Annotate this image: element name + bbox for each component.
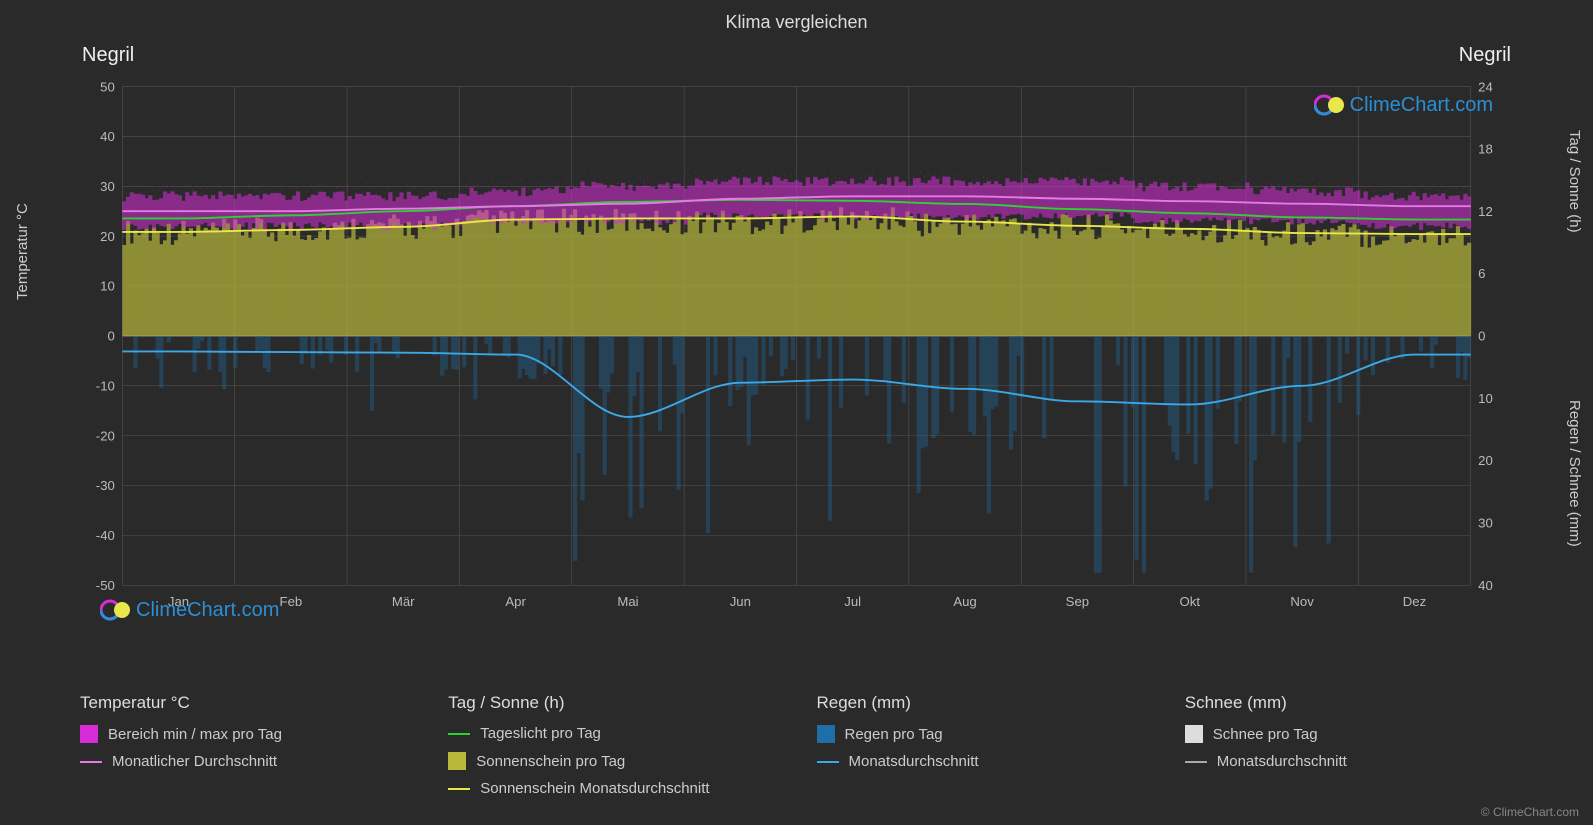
legend-heading-rain: Regen (mm) <box>817 693 1145 713</box>
svg-text:12: 12 <box>1478 204 1493 219</box>
legend-col-rain: Regen (mm) Regen pro Tag Monatsdurchschn… <box>817 693 1145 807</box>
svg-text:20: 20 <box>100 229 115 244</box>
legend-item-temp-avg: Monatlicher Durchschnitt <box>80 753 408 770</box>
legend-label: Monatlicher Durchschnitt <box>112 753 277 770</box>
svg-text:0: 0 <box>1478 329 1485 344</box>
legend-item-rain-avg: Monatsdurchschnitt <box>817 753 1145 770</box>
svg-text:-40: -40 <box>96 528 115 543</box>
legend-label: Regen pro Tag <box>845 726 943 743</box>
svg-text:18: 18 <box>1478 142 1493 157</box>
legend-col-snow: Schnee (mm) Schnee pro Tag Monatsdurchsc… <box>1185 693 1513 807</box>
logo-icon <box>1314 90 1344 120</box>
copyright: © ClimeChart.com <box>1481 805 1579 819</box>
legend: Temperatur °C Bereich min / max pro Tag … <box>80 693 1513 807</box>
watermark-bottom: ClimeChart.com <box>100 595 279 625</box>
legend-heading-snow: Schnee (mm) <box>1185 693 1513 713</box>
svg-text:Nov: Nov <box>1290 594 1314 609</box>
swatch-line-icon <box>1185 761 1207 763</box>
legend-item-temp-range: Bereich min / max pro Tag <box>80 725 408 743</box>
axis-label-right-top: Tag / Sonne (h) <box>1566 130 1583 233</box>
svg-text:-20: -20 <box>96 428 115 443</box>
legend-item-sunshine: Sonnenschein pro Tag <box>448 752 776 770</box>
svg-text:30: 30 <box>100 179 115 194</box>
svg-text:10: 10 <box>100 279 115 294</box>
legend-label: Monatsdurchschnitt <box>1217 753 1347 770</box>
legend-col-temp: Temperatur °C Bereich min / max pro Tag … <box>80 693 408 807</box>
swatch-blue-icon <box>817 725 835 743</box>
svg-text:50: 50 <box>100 79 115 94</box>
axis-label-left: Temperatur °C <box>14 203 31 300</box>
plot-area: 50403020100-10-20-30-40-5024181260102030… <box>80 70 1513 630</box>
watermark-text: ClimeChart.com <box>1350 94 1493 117</box>
svg-text:Jul: Jul <box>844 594 861 609</box>
svg-text:Apr: Apr <box>505 594 526 609</box>
swatch-line-icon <box>448 733 470 735</box>
svg-text:Aug: Aug <box>953 594 976 609</box>
legend-item-rain-day: Regen pro Tag <box>817 725 1145 743</box>
legend-label: Schnee pro Tag <box>1213 726 1318 743</box>
legend-heading-temp: Temperatur °C <box>80 693 408 713</box>
svg-text:Okt: Okt <box>1180 594 1201 609</box>
svg-text:Feb: Feb <box>280 594 303 609</box>
svg-text:Mär: Mär <box>392 594 415 609</box>
svg-text:6: 6 <box>1478 266 1485 281</box>
logo-icon <box>100 595 130 625</box>
swatch-line-icon <box>448 788 470 790</box>
svg-text:-10: -10 <box>96 378 115 393</box>
axis-label-right-bottom: Regen / Schnee (mm) <box>1566 400 1583 547</box>
legend-item-daylight: Tageslicht pro Tag <box>448 725 776 742</box>
legend-label: Tageslicht pro Tag <box>480 725 601 742</box>
legend-label: Sonnenschein Monatsdurchschnitt <box>480 780 709 797</box>
svg-text:40: 40 <box>100 129 115 144</box>
chart-title: Klima vergleichen <box>0 0 1593 37</box>
svg-text:-30: -30 <box>96 478 115 493</box>
legend-label: Bereich min / max pro Tag <box>108 726 282 743</box>
svg-text:30: 30 <box>1478 516 1493 531</box>
svg-text:Sep: Sep <box>1066 594 1089 609</box>
swatch-olive-icon <box>448 752 466 770</box>
svg-text:0: 0 <box>107 329 114 344</box>
legend-label: Sonnenschein pro Tag <box>476 753 625 770</box>
legend-item-snow-day: Schnee pro Tag <box>1185 725 1513 743</box>
watermark-top: ClimeChart.com <box>1314 90 1493 120</box>
swatch-line-icon <box>80 761 102 763</box>
svg-text:Mai: Mai <box>617 594 638 609</box>
legend-heading-day: Tag / Sonne (h) <box>448 693 776 713</box>
swatch-magenta-icon <box>80 725 98 743</box>
svg-text:Jun: Jun <box>730 594 751 609</box>
svg-text:Dez: Dez <box>1403 594 1426 609</box>
swatch-line-icon <box>817 761 839 763</box>
chart-svg: 50403020100-10-20-30-40-5024181260102030… <box>80 70 1513 630</box>
svg-text:20: 20 <box>1478 453 1493 468</box>
watermark-text: ClimeChart.com <box>136 599 279 622</box>
svg-text:40: 40 <box>1478 578 1493 593</box>
location-right: Negril <box>1459 44 1511 67</box>
swatch-white-icon <box>1185 725 1203 743</box>
legend-item-sunshine-avg: Sonnenschein Monatsdurchschnitt <box>448 780 776 797</box>
location-left: Negril <box>82 44 134 67</box>
svg-text:-50: -50 <box>96 578 115 593</box>
svg-text:10: 10 <box>1478 391 1493 406</box>
legend-label: Monatsdurchschnitt <box>849 753 979 770</box>
legend-col-day: Tag / Sonne (h) Tageslicht pro Tag Sonne… <box>448 693 776 807</box>
legend-item-snow-avg: Monatsdurchschnitt <box>1185 753 1513 770</box>
